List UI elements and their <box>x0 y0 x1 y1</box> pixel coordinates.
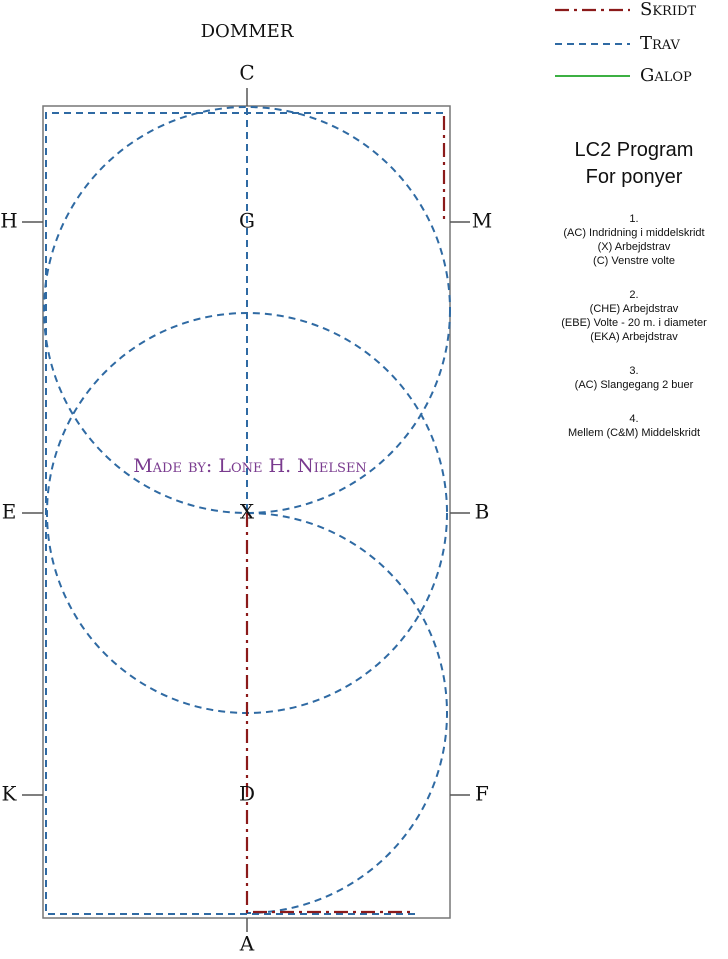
section-line: (C) Venstre volte <box>593 255 675 267</box>
trav-path <box>45 112 443 915</box>
letter: F <box>475 782 489 806</box>
legend-label: Trav <box>640 33 681 54</box>
section-line: Mellem (C&M) Middelskridt <box>568 427 700 439</box>
skridt-path <box>245 513 415 914</box>
section-number: 1. <box>629 213 638 225</box>
section-number: 2. <box>629 289 638 301</box>
section-number: 3. <box>629 365 638 377</box>
section-line: (EKA) Arbejdstrav <box>590 331 678 343</box>
letter: G <box>239 209 255 233</box>
letter: H <box>0 209 17 233</box>
section-number: 4. <box>629 413 638 425</box>
legend-label: Skridt <box>640 0 696 20</box>
program-subtitle: For ponyer <box>586 166 683 188</box>
section-line: (CHE) Arbejdstrav <box>590 303 679 315</box>
section-line: (AC) Indridning i middelskridt <box>563 227 704 239</box>
legend-label: Galop <box>640 65 692 86</box>
letter: X <box>240 500 255 524</box>
letter: K <box>2 782 18 806</box>
section-line: (EBE) Volte - 20 m. i diameter <box>561 317 707 329</box>
letter: D <box>239 782 255 806</box>
letter: A <box>239 932 255 956</box>
markers <box>22 88 470 932</box>
serpentine <box>246 512 448 914</box>
judge: DOMMER <box>201 21 294 42</box>
watermark: Made by: Lone H. Nielsen <box>133 455 367 477</box>
program-sections: 1. (AC) Indridning i middelskridt (X) Arbe… <box>561 213 707 439</box>
program-title: LC2 Program <box>575 139 694 161</box>
letter: B <box>475 500 490 524</box>
section-line: (X) Arbejdstrav <box>598 241 671 253</box>
letter: E <box>2 500 17 524</box>
letter: M <box>472 209 492 233</box>
section-line: (AC) Slangegang 2 buer <box>575 379 694 391</box>
letter: C <box>239 61 254 85</box>
volte <box>43 106 451 514</box>
